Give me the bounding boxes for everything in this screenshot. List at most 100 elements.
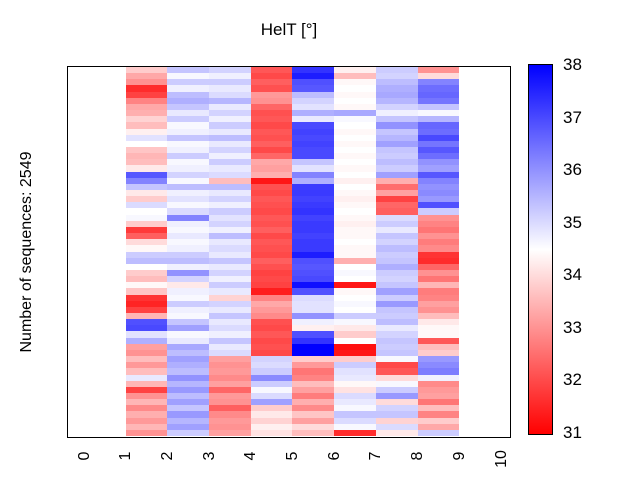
heatmap-cell bbox=[417, 423, 460, 430]
heatmap-cell bbox=[167, 319, 210, 326]
heatmap-cell bbox=[417, 331, 460, 338]
heatmap-cell bbox=[167, 349, 210, 357]
heatmap-cell bbox=[167, 356, 210, 363]
heatmap-cell bbox=[167, 177, 210, 184]
heatmap-cell bbox=[375, 239, 418, 246]
heatmap-cell bbox=[292, 220, 335, 227]
heatmap-cell bbox=[250, 251, 293, 258]
heatmap-cell bbox=[167, 325, 210, 332]
heatmap-cell bbox=[334, 263, 376, 270]
heatmap-cell bbox=[125, 153, 168, 160]
heatmap-cell bbox=[209, 300, 251, 307]
heatmap-cell bbox=[167, 337, 210, 344]
heatmap-cell bbox=[209, 97, 251, 104]
heatmap-cell bbox=[375, 134, 418, 141]
heatmap-cell bbox=[125, 362, 168, 369]
heatmap-cell bbox=[209, 405, 251, 412]
heatmap-cell bbox=[209, 392, 251, 400]
heatmap-cell bbox=[125, 380, 168, 387]
heatmap-cell bbox=[209, 128, 251, 135]
heatmap-cell bbox=[292, 386, 335, 393]
heatmap-cell bbox=[417, 146, 460, 154]
x-tick-label: 3 bbox=[200, 451, 218, 461]
x-tick-label: 4 bbox=[242, 451, 260, 461]
heatmap-cell bbox=[250, 85, 293, 92]
heatmap-cell bbox=[334, 282, 376, 289]
heatmap-cell bbox=[375, 110, 418, 117]
heatmap-cell bbox=[375, 257, 418, 264]
heatmap-cell bbox=[167, 122, 210, 129]
heatmap-cell bbox=[209, 134, 251, 141]
heatmap-cell bbox=[334, 251, 376, 258]
heatmap-cell bbox=[209, 73, 251, 80]
heatmap-cell bbox=[375, 411, 418, 418]
heatmap-cell bbox=[250, 276, 293, 283]
heatmap-cell bbox=[209, 257, 251, 264]
heatmap-cell bbox=[125, 208, 168, 215]
heatmap-cell bbox=[375, 220, 418, 227]
heatmap-cell bbox=[167, 233, 210, 240]
heatmap-cell bbox=[292, 110, 335, 117]
heatmap-cell bbox=[250, 110, 293, 117]
heatmap-cell bbox=[167, 288, 210, 295]
heatmap-cell bbox=[125, 405, 168, 412]
heatmap-cell bbox=[334, 380, 376, 387]
heatmap-cell bbox=[167, 362, 210, 369]
heatmap-cell bbox=[209, 165, 251, 172]
heatmap-cell bbox=[209, 263, 251, 270]
colorbar-tick-label: 36 bbox=[563, 160, 582, 180]
heatmap-cell bbox=[167, 399, 210, 406]
heatmap-cell bbox=[250, 146, 293, 154]
heatmap-cell bbox=[334, 429, 376, 436]
heatmap-cell bbox=[417, 257, 460, 264]
heatmap-cell bbox=[417, 171, 460, 178]
heatmap-cell bbox=[292, 67, 335, 74]
heatmap-cell bbox=[334, 306, 376, 313]
heatmap-cell bbox=[375, 417, 418, 424]
heatmap-cell bbox=[209, 306, 251, 313]
heatmap-cell bbox=[125, 288, 168, 295]
heatmap-cell bbox=[125, 79, 168, 86]
heatmap-cell bbox=[125, 386, 168, 393]
heatmap-cell bbox=[167, 85, 210, 92]
heatmap-cell bbox=[375, 146, 418, 154]
heatmap-cell bbox=[209, 79, 251, 86]
heatmap-cell bbox=[375, 319, 418, 326]
heatmap-cell bbox=[375, 97, 418, 104]
heatmap-cell bbox=[417, 337, 460, 344]
colorbar-tick-label: 34 bbox=[563, 265, 582, 285]
heatmap-cell bbox=[209, 411, 251, 418]
heatmap-cell bbox=[292, 233, 335, 240]
heatmap-cell bbox=[292, 183, 335, 190]
heatmap-cell bbox=[334, 411, 376, 418]
heatmap-cell bbox=[334, 159, 376, 166]
heatmap-cell bbox=[334, 313, 376, 320]
heatmap-cell bbox=[209, 282, 251, 289]
heatmap-cell bbox=[292, 103, 335, 111]
heatmap-cell bbox=[209, 245, 251, 252]
heatmap-cell bbox=[417, 214, 460, 221]
heatmap-cell bbox=[334, 343, 376, 350]
heatmap-cell bbox=[417, 343, 460, 350]
heatmap-cell bbox=[209, 196, 251, 203]
heatmap-cell bbox=[250, 288, 293, 295]
heatmap-cell bbox=[125, 183, 168, 190]
heatmap-cell bbox=[417, 67, 460, 74]
heatmap-cell bbox=[125, 374, 168, 381]
heatmap-cell bbox=[209, 220, 251, 227]
heatmap-cell bbox=[334, 294, 376, 301]
heatmap-cell bbox=[209, 386, 251, 393]
heatmap-cell bbox=[292, 171, 335, 178]
heatmap-cell bbox=[375, 313, 418, 320]
heatmap-cell bbox=[292, 405, 335, 412]
heatmap-cell bbox=[250, 171, 293, 178]
x-tick-label: 6 bbox=[325, 451, 343, 461]
heatmap-cell bbox=[334, 183, 376, 190]
heatmap-cell bbox=[334, 220, 376, 227]
heatmap-cell bbox=[334, 85, 376, 92]
heatmap-cell bbox=[167, 392, 210, 400]
heatmap-cell bbox=[125, 313, 168, 320]
heatmap-cell bbox=[417, 306, 460, 313]
heatmap-cell bbox=[292, 190, 335, 197]
